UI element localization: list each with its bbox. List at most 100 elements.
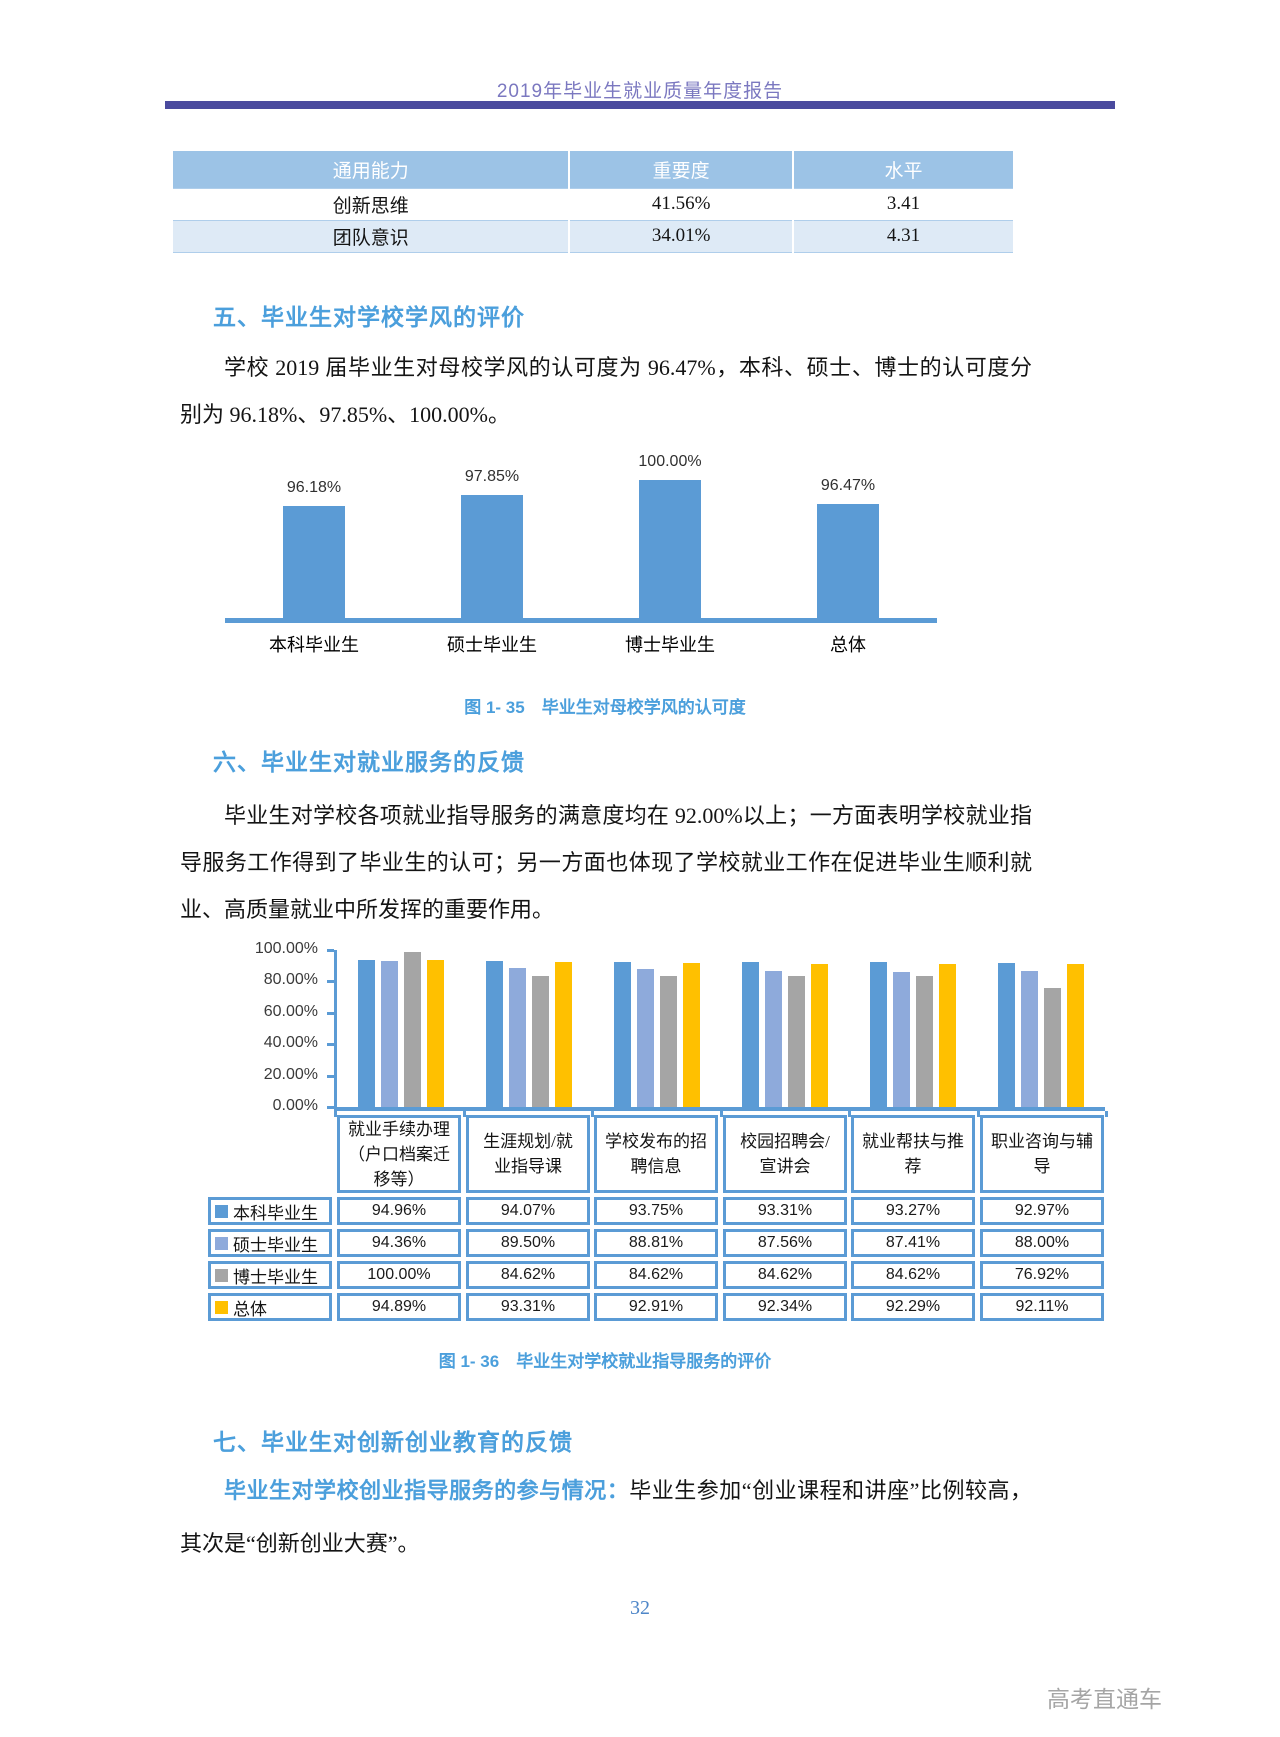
header-rule (165, 101, 1115, 109)
series-name: 本科毕业生 (233, 1203, 318, 1223)
y-axis-label: 100.00% (254, 940, 318, 957)
value-cell: 93.27% (851, 1197, 975, 1225)
bar (509, 968, 526, 1107)
series-name: 博士毕业生 (233, 1267, 318, 1287)
value-cell: 94.07% (466, 1197, 590, 1225)
section-heading-6: 六、毕业生对就业服务的反馈 (213, 749, 525, 775)
bar (614, 961, 631, 1107)
bar (742, 962, 759, 1107)
bar (532, 975, 549, 1107)
bar (916, 975, 933, 1107)
bar (765, 971, 782, 1107)
value-cell: 84.62% (594, 1261, 718, 1289)
bar (788, 975, 805, 1107)
bar (893, 971, 910, 1107)
x-axis-tick (848, 1111, 851, 1117)
bar-group (977, 950, 1105, 1107)
bar-slot: 100.00% (581, 430, 759, 618)
y-axis-label: 40.00% (263, 1034, 318, 1052)
watermark: 高考直通车 (1047, 1686, 1162, 1712)
x-axis-tick (1105, 1111, 1108, 1117)
paragraph-7: 毕业生对学校创业指导服务的参与情况：毕业生参加“创业课程和讲座”比例较高，其次是… (180, 1464, 1032, 1570)
category-label: 博士毕业生 (625, 635, 715, 655)
y-axis-tick (327, 1043, 334, 1047)
bar (683, 963, 700, 1107)
bar-group (337, 950, 465, 1107)
figure-1-35-chart: 96.18% 97.85% 100.00% 96.47% (225, 430, 937, 618)
value-cell: 89.50% (466, 1229, 590, 1257)
x-axis-tick (591, 1111, 594, 1117)
header-cell: 就业帮扶与推荐 (851, 1115, 975, 1193)
value-cell: 87.41% (851, 1229, 975, 1257)
series-name: 硕士毕业生 (233, 1235, 318, 1255)
value-cell: 84.62% (723, 1261, 847, 1289)
bar (811, 963, 828, 1107)
series-row-label: 总体 (208, 1293, 332, 1321)
header-cell: 就业手续办理（户口档案迁移等） (337, 1115, 461, 1193)
category-label: 硕士毕业生 (447, 635, 537, 655)
header-cell: 生涯规划/就业指导课 (466, 1115, 590, 1193)
value-cell: 84.62% (466, 1261, 590, 1289)
y-axis-label: 60.00% (263, 1002, 318, 1020)
section-heading-7: 七、毕业生对创新创业教育的反馈 (213, 1429, 573, 1455)
table-row: 创新思维 41.56% 3.41 (173, 187, 1013, 220)
table-header-row: 通用能力 重要度 水平 (173, 151, 1013, 188)
series-row-label: 硕士毕业生 (208, 1229, 332, 1257)
value-cell: 88.00% (980, 1229, 1104, 1257)
x-axis-tick (463, 1111, 466, 1117)
table-cell: 41.56% (569, 187, 794, 220)
y-axis-tick (327, 1106, 334, 1109)
page-number: 32 (630, 1597, 650, 1619)
table-header-cell: 重要度 (569, 151, 794, 188)
header-cell: 校园招聘会/宣讲会 (723, 1115, 847, 1193)
bar (1044, 987, 1061, 1107)
table-header-cell: 通用能力 (173, 151, 571, 188)
figure-1-35-x-axis (225, 618, 937, 623)
legend-swatch (215, 1236, 228, 1250)
legend-swatch (215, 1268, 228, 1282)
value-cell: 92.11% (980, 1293, 1104, 1321)
bar-group (593, 950, 721, 1107)
category-label: 本科毕业生 (269, 635, 359, 655)
bar (1021, 970, 1038, 1107)
bar (1067, 964, 1084, 1107)
bar (381, 960, 398, 1107)
figure-caption-1-35: 图 1- 35 毕业生对母校学风的认可度 (464, 698, 746, 717)
series-row-label: 本科毕业生 (208, 1197, 332, 1225)
ability-table: 通用能力 重要度 水平 创新思维 41.56% 3.41 团队意识 34.01% 4.31 (173, 151, 1013, 253)
value-cell: 94.89% (337, 1293, 461, 1321)
value-cell: 92.34% (723, 1293, 847, 1321)
value-cell: 92.91% (594, 1293, 718, 1321)
header-cell: 职业咨询与辅导 (980, 1115, 1104, 1193)
x-axis-tick (977, 1111, 980, 1117)
y-axis-label: 80.00% (263, 971, 318, 989)
y-axis-tick (327, 949, 334, 952)
bar (639, 480, 701, 618)
category-label: 总体 (830, 635, 866, 655)
value-cell: 87.56% (723, 1229, 847, 1257)
header-cell: 学校发布的招聘信息 (594, 1115, 718, 1193)
bar (660, 975, 677, 1107)
table-row: 团队意识 34.01% 4.31 (173, 219, 1013, 253)
paragraph-5: 学校 2019 届毕业生对母校学风的认可度为 96.47%，本科、硕士、博士的认… (180, 355, 1032, 427)
ability-table-body: 创新思维 41.56% 3.41 团队意识 34.01% 4.31 (173, 187, 1013, 253)
bar (998, 962, 1015, 1107)
value-cell: 88.81% (594, 1229, 718, 1257)
series-name: 总体 (233, 1299, 267, 1319)
y-axis-tick (327, 1074, 334, 1078)
y-axis-tick (327, 1011, 334, 1015)
value-cell: 94.36% (337, 1229, 461, 1257)
value-cell: 76.92% (980, 1261, 1104, 1289)
table-cell: 34.01% (569, 219, 794, 253)
bar (870, 962, 887, 1107)
value-cell: 93.31% (466, 1293, 590, 1321)
x-axis-tick (720, 1111, 723, 1117)
bar-value-label: 100.00% (638, 453, 702, 470)
value-cell: 92.29% (851, 1293, 975, 1321)
bar (461, 495, 523, 618)
bar (555, 962, 572, 1107)
y-axis-tick (327, 980, 334, 984)
value-cell: 92.97% (980, 1197, 1104, 1225)
